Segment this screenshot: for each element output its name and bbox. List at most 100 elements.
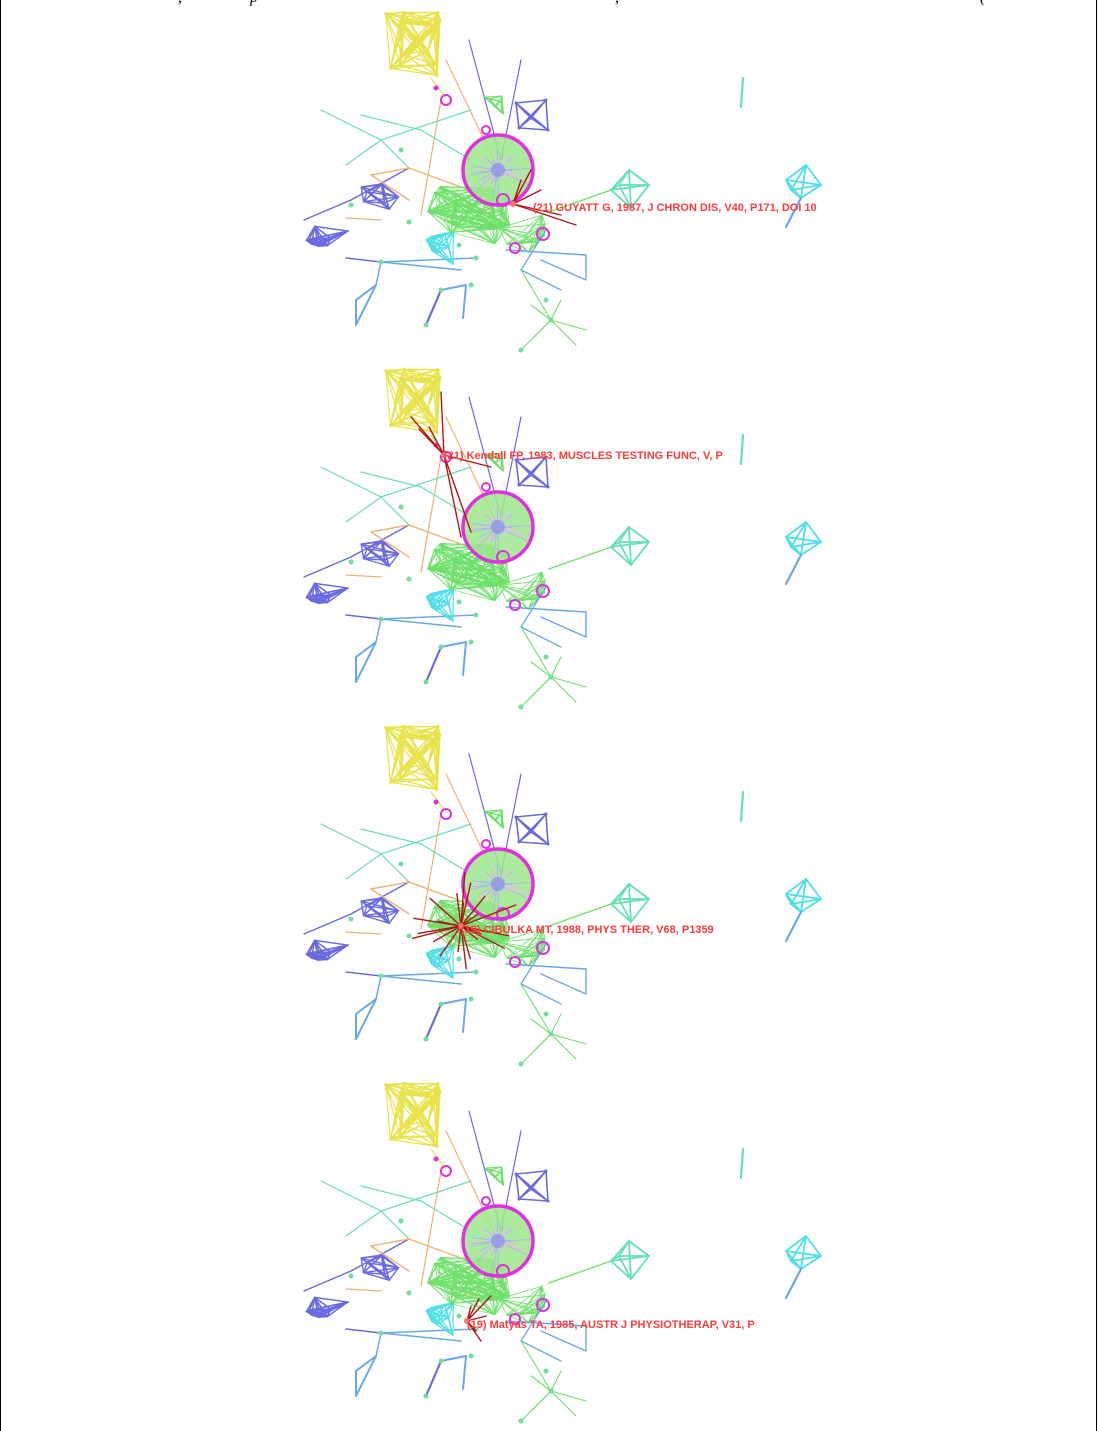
network-node — [544, 98, 548, 102]
node-ring — [481, 1196, 491, 1206]
network-edge — [381, 540, 390, 567]
network-edge — [440, 284, 467, 291]
network-node — [406, 576, 412, 582]
network-edge — [428, 568, 452, 590]
network-node — [434, 420, 438, 424]
network-edge — [434, 549, 454, 561]
network-node — [436, 11, 440, 15]
network-edge — [399, 376, 441, 380]
node-ring — [496, 1264, 510, 1278]
network-edge — [399, 725, 439, 737]
network-edge — [305, 239, 313, 245]
caption-fragment: , — [615, 0, 619, 7]
central-hub-ring — [461, 1204, 535, 1278]
network-edge — [434, 192, 506, 214]
network-edge — [545, 1170, 549, 1202]
network-node — [529, 473, 533, 477]
network-edge — [498, 584, 519, 602]
network-node — [434, 382, 438, 386]
network-node — [529, 116, 533, 120]
network-edge — [618, 169, 630, 186]
network-edge — [628, 169, 650, 186]
network-edge — [320, 109, 382, 141]
network-edge — [506, 214, 543, 245]
network-edge — [440, 1257, 458, 1299]
network-edge — [313, 582, 349, 589]
network-edge — [305, 953, 313, 959]
network-edge — [401, 383, 437, 412]
network-edge — [425, 232, 446, 241]
network-edge — [403, 1082, 441, 1093]
network-edge — [360, 114, 422, 131]
network-edge — [498, 941, 508, 959]
network-edge — [385, 726, 401, 781]
network-edge — [362, 905, 368, 917]
network-edge — [440, 186, 498, 229]
network-panel-3: (19) CIBULKA MT, 1988, PHYS THER, V68, P… — [1, 714, 1096, 1071]
network-edge — [435, 26, 438, 77]
network-node — [435, 74, 439, 78]
network-edge — [785, 1250, 792, 1262]
network-edge — [434, 1257, 441, 1264]
network-edge — [424, 288, 443, 327]
network-edge — [362, 191, 368, 203]
network-edge — [506, 571, 543, 602]
network-edge — [498, 941, 519, 959]
network-edge — [420, 843, 472, 875]
network-edge — [520, 1300, 547, 1342]
network-edge — [550, 1390, 577, 1417]
network-node — [529, 830, 533, 834]
network-edge — [498, 584, 508, 602]
network-edge — [435, 603, 450, 612]
network-edge — [505, 212, 508, 226]
network-edge — [440, 1257, 508, 1297]
network-edge — [345, 574, 382, 578]
network-edge — [440, 1257, 498, 1300]
network-edge — [305, 596, 322, 600]
network-edge — [628, 883, 650, 900]
network-edge — [530, 831, 549, 845]
network-node — [400, 766, 404, 770]
network-edge — [784, 1267, 803, 1300]
highlighted-edge — [460, 895, 486, 927]
network-edge — [440, 900, 454, 918]
network-edge — [428, 211, 452, 233]
network-edge — [440, 1257, 454, 1275]
network-node — [518, 704, 524, 710]
network-edge — [350, 167, 410, 201]
network-edge — [388, 910, 400, 924]
network-edge — [385, 12, 437, 66]
co-citation-network: (21) GUYATT G, 1987, J CHRON DIS, V40, P… — [303, 10, 822, 353]
hub-core — [491, 520, 505, 534]
network-edge — [431, 960, 450, 966]
network-node — [398, 777, 402, 781]
network-node — [398, 377, 402, 381]
network-node — [434, 1134, 438, 1138]
network-edge — [484, 96, 496, 108]
network-edge — [425, 1303, 446, 1312]
network-edge — [496, 938, 508, 943]
network-edge — [408, 881, 470, 905]
network-node — [456, 956, 462, 962]
network-node — [431, 737, 435, 741]
network-edge — [520, 269, 562, 291]
highlighted-edge — [418, 428, 445, 456]
network-edge — [440, 641, 467, 648]
network-edge — [452, 559, 506, 571]
network-edge — [320, 823, 382, 855]
network-edge — [326, 594, 332, 604]
network-edge — [498, 214, 543, 229]
network-edge — [399, 1092, 438, 1148]
highlighted-edge — [460, 902, 465, 927]
central-hub-ring — [461, 847, 535, 921]
network-node — [402, 1093, 406, 1097]
caption-fragment: , — [178, 0, 182, 7]
network-node — [434, 1096, 438, 1100]
network-edge — [401, 368, 405, 412]
network-edge — [399, 767, 403, 781]
network-edge — [541, 571, 546, 582]
hub-core — [491, 877, 505, 891]
network-edge — [362, 1271, 390, 1281]
network-edge — [362, 553, 400, 560]
network-edge — [545, 813, 549, 845]
